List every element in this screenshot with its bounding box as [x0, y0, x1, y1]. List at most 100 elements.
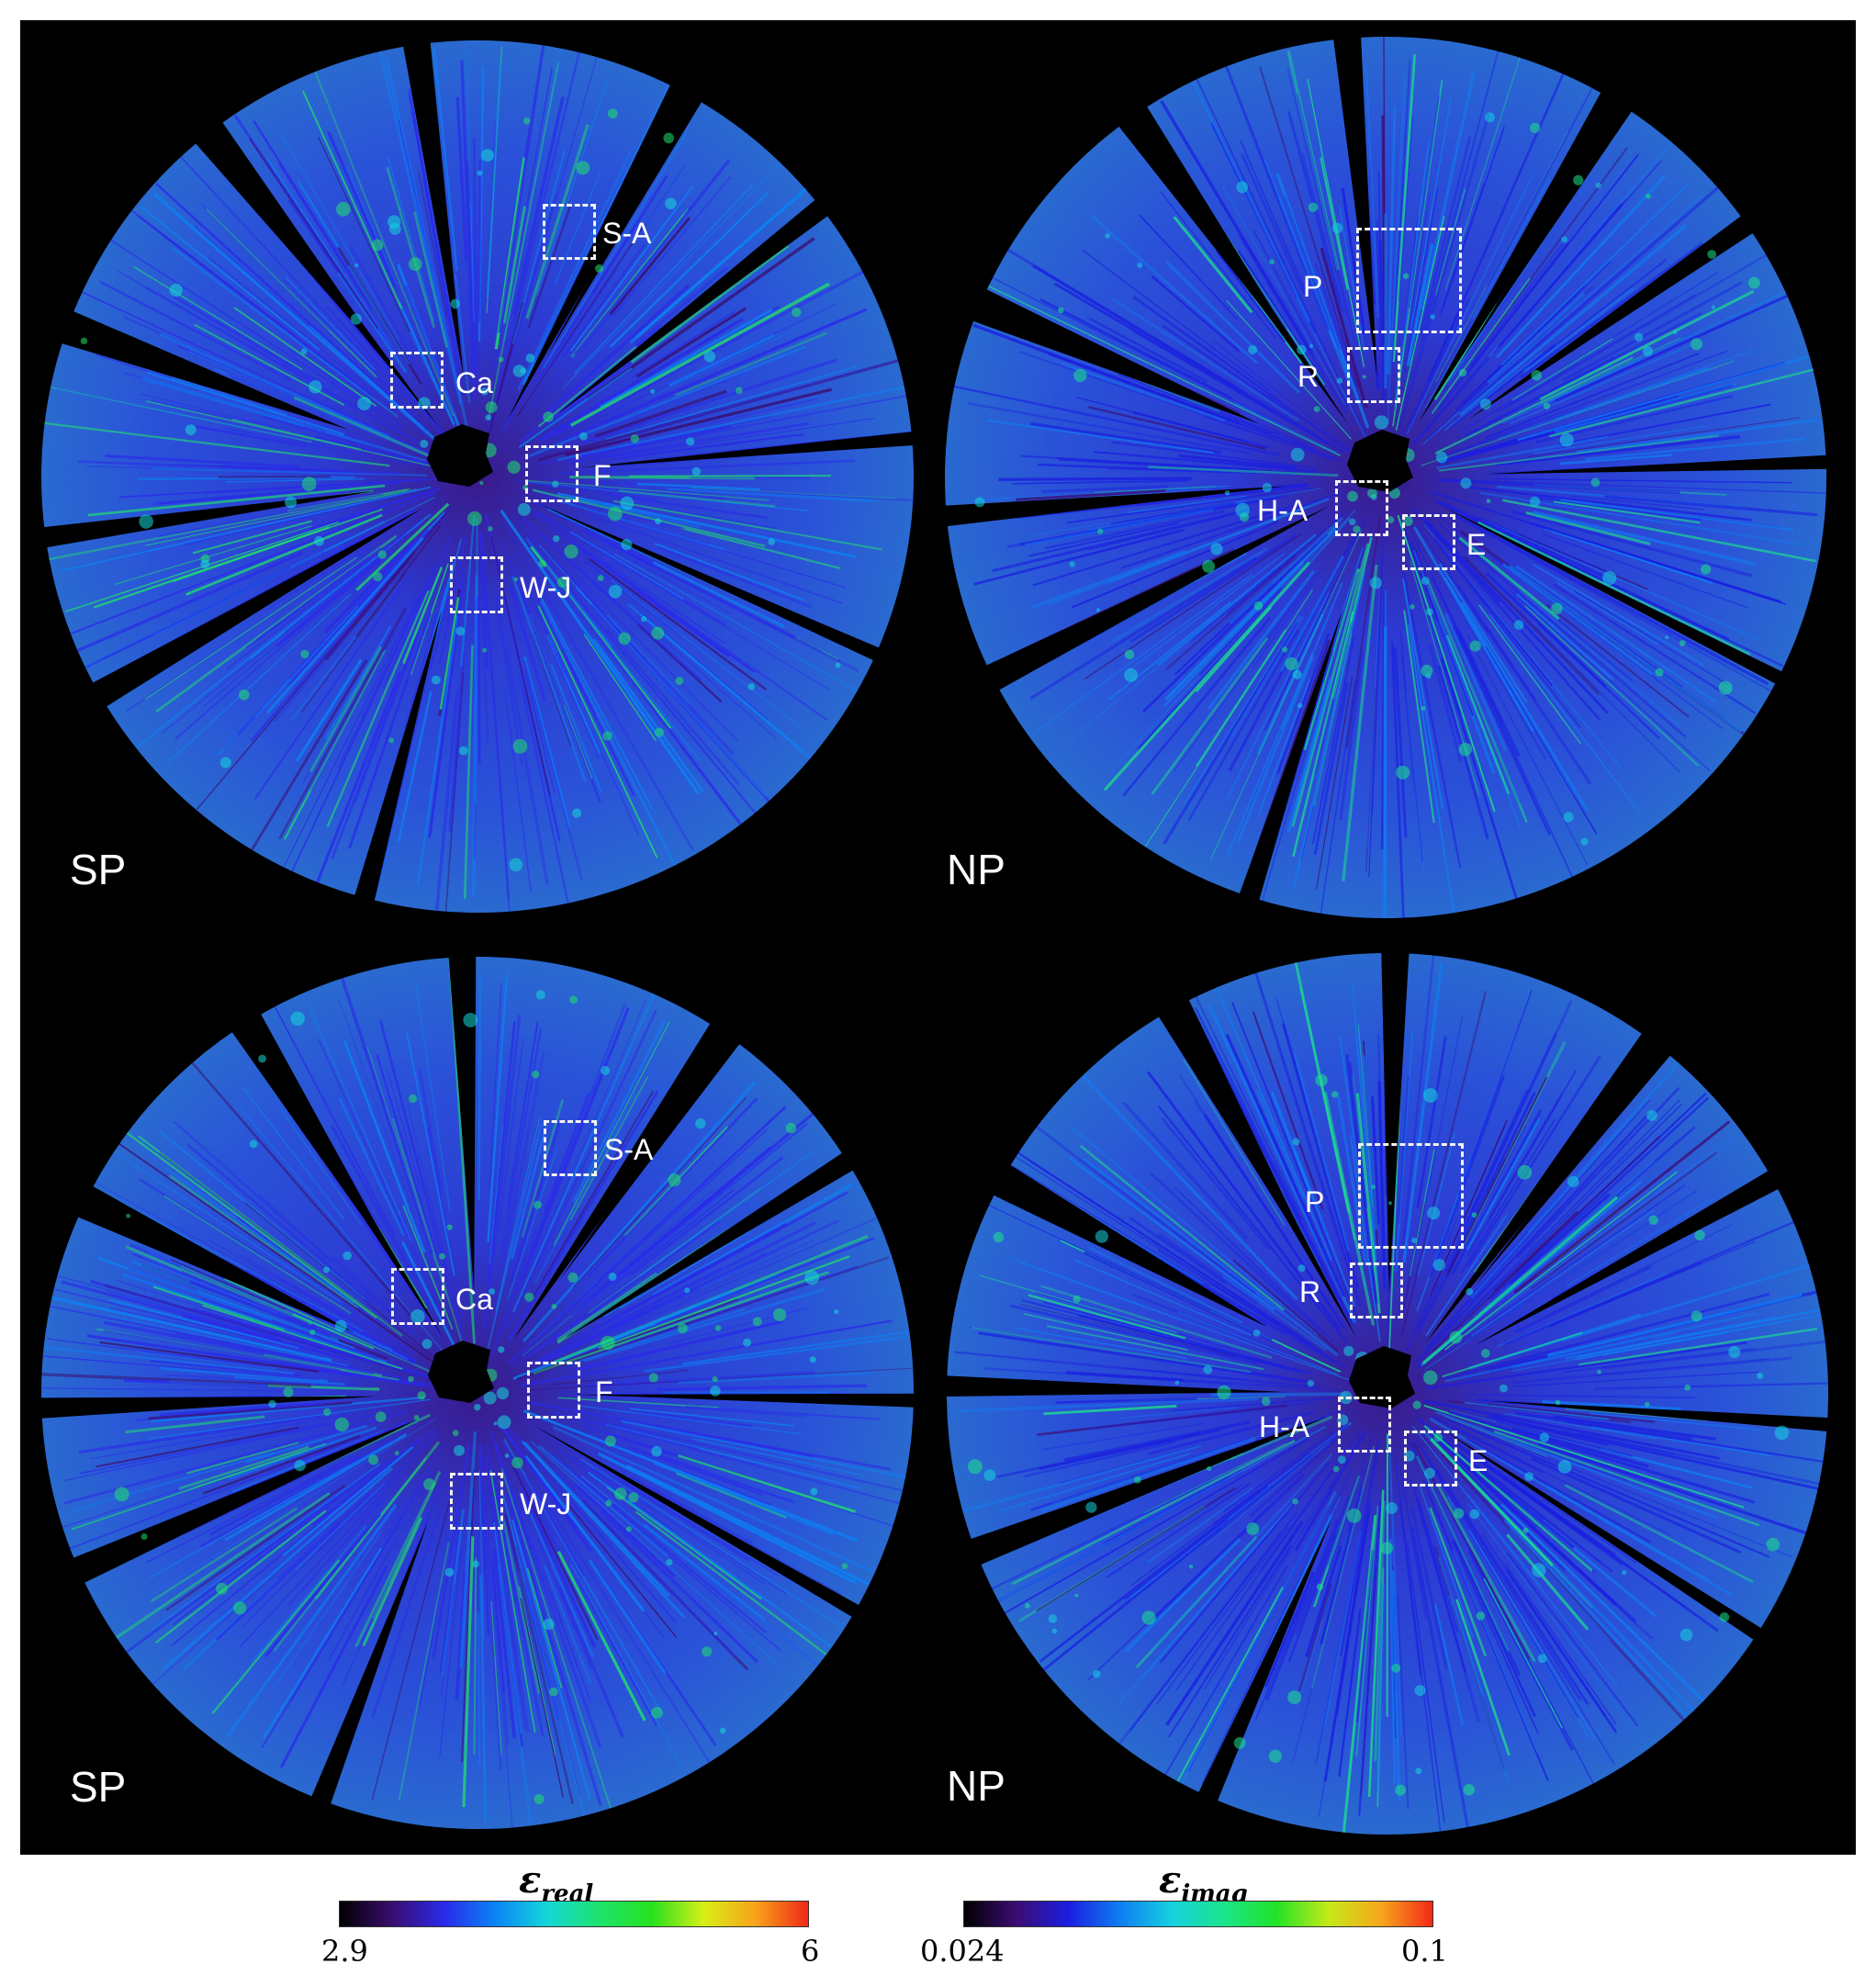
polar-no-data-hole	[427, 424, 493, 487]
region-label-ca: Ca	[455, 1283, 493, 1316]
swath-gap	[1162, 999, 1357, 1338]
region-box-h-a	[1338, 1397, 1391, 1453]
swath-gap	[556, 196, 832, 415]
swath-gap	[1488, 1400, 1833, 1432]
region-label-f: F	[593, 459, 612, 492]
region-label-h-a: H-A	[1257, 494, 1309, 527]
region-box-w-j	[450, 556, 503, 613]
swath-gap	[941, 486, 1286, 527]
region-label-f: F	[595, 1375, 613, 1408]
region-label-e: E	[1468, 1444, 1488, 1477]
swath-gap	[1468, 213, 1757, 420]
colorbar-imag-symbol: ε	[1159, 1858, 1182, 1902]
swath-gap	[1476, 1168, 1782, 1345]
map-panel-sp-top: S-A Ca F W-J SP	[20, 20, 938, 938]
region-label-h-a: H-A	[1259, 1410, 1310, 1443]
region-label-s-a: S-A	[602, 217, 652, 250]
region-label-e: E	[1466, 528, 1487, 561]
region-label-r: R	[1299, 1275, 1321, 1308]
region-box-s-a	[544, 1120, 597, 1176]
swath-gap	[533, 1425, 863, 1620]
region-label-ca: Ca	[455, 366, 493, 399]
map-panel-sp-bottom: S-A Ca F W-J SP	[20, 937, 938, 1856]
swath-gap	[197, 122, 438, 426]
swath-gap	[1332, 32, 1377, 377]
colorbar-imag-min-label: 0.024	[920, 1934, 1005, 1969]
map-panel-np-bottom: P R H-A E NP	[938, 937, 1856, 1856]
swath-gap	[1121, 107, 1349, 425]
pole-label-np-top: NP	[947, 846, 1005, 893]
swath-gap	[1381, 948, 1410, 1293]
swath-gap	[967, 1417, 1328, 1566]
region-box-ca	[391, 1268, 444, 1325]
swath-gap	[1443, 506, 1786, 686]
swath-gap	[546, 91, 704, 358]
region-box-f	[527, 1362, 580, 1419]
swath-gap	[353, 609, 443, 905]
swath-gap	[448, 952, 477, 1293]
swath-gap	[1441, 1429, 1765, 1643]
colorbar-real-max-label: 6	[801, 1934, 820, 1969]
swath-gap	[1419, 88, 1627, 422]
map-panel-np-top: P R H-A E NP	[938, 20, 1856, 938]
polar-no-data-hole	[1347, 430, 1413, 492]
colorbar-imag-gradient	[963, 1901, 1433, 1927]
swath-gap	[579, 1393, 918, 1408]
region-box-p	[1356, 228, 1462, 333]
figure-frame: S-A Ca F W-J SP P R H-A E NP S-A Ca F W-…	[20, 20, 1856, 1855]
swath-gap	[1238, 608, 1343, 904]
colorbar-imag-max-label: 0.1	[1401, 1934, 1448, 1969]
colorbar-real-min-label: 2.9	[321, 1934, 368, 1969]
swath-gap	[69, 1419, 420, 1585]
pole-label-sp-top: SP	[70, 846, 127, 893]
region-box-h-a	[1335, 480, 1388, 536]
swath-gap	[563, 1150, 857, 1340]
swath-gap	[578, 431, 917, 468]
region-label-w-j: W-J	[520, 1487, 572, 1521]
polar-no-data-hole	[428, 1341, 494, 1403]
swath-gap	[942, 1375, 1286, 1397]
swath-gap	[1196, 1520, 1331, 1805]
swath-gap	[57, 309, 349, 430]
region-label-p: P	[1303, 270, 1323, 303]
swath-gap	[1474, 1043, 1674, 1287]
colorbar-real-symbol: ε	[519, 1858, 542, 1902]
colorbar-real-gradient	[339, 1901, 809, 1927]
colorbar-real-title: εreal	[519, 1858, 593, 1908]
region-box-e	[1402, 514, 1455, 570]
swath-gap	[73, 1184, 354, 1333]
region-box-r	[1347, 347, 1400, 403]
pole-label-np-bottom: NP	[947, 1762, 1005, 1810]
region-box-p	[1358, 1143, 1464, 1249]
swath-gap	[89, 509, 422, 709]
region-label-w-j: W-J	[520, 571, 572, 604]
swath-gap	[309, 1521, 429, 1808]
swath-gap	[1426, 1029, 1667, 1343]
region-label-s-a: S-A	[604, 1133, 654, 1166]
region-box-r	[1350, 1262, 1403, 1319]
swath-gap	[235, 1014, 444, 1339]
polar-map-sp-top	[39, 38, 917, 913]
swath-gap	[513, 1019, 736, 1340]
swath-gap	[507, 81, 697, 421]
swath-gap	[1460, 100, 1634, 363]
pole-label-sp-bottom: SP	[70, 1763, 127, 1811]
swath-gap	[1486, 454, 1831, 475]
region-label-r: R	[1297, 360, 1320, 393]
polar-map-sp-bottom	[37, 952, 918, 1829]
swath-gap	[402, 38, 464, 377]
swath-gap	[558, 1032, 743, 1282]
swath-gap	[989, 1162, 1267, 1328]
region-box-s-a	[543, 204, 596, 260]
region-box-f	[525, 445, 579, 502]
region-label-p: P	[1305, 1185, 1325, 1218]
polar-map-np-bottom	[942, 948, 1833, 1835]
swath-gap	[37, 1396, 377, 1419]
swath-gap	[969, 287, 1259, 424]
polar-map-np-top	[941, 32, 1831, 919]
region-box-ca	[390, 352, 444, 409]
polar-no-data-hole	[1349, 1346, 1415, 1408]
region-box-e	[1404, 1431, 1457, 1487]
region-box-w-j	[450, 1473, 503, 1530]
swath-gap	[983, 506, 1329, 692]
